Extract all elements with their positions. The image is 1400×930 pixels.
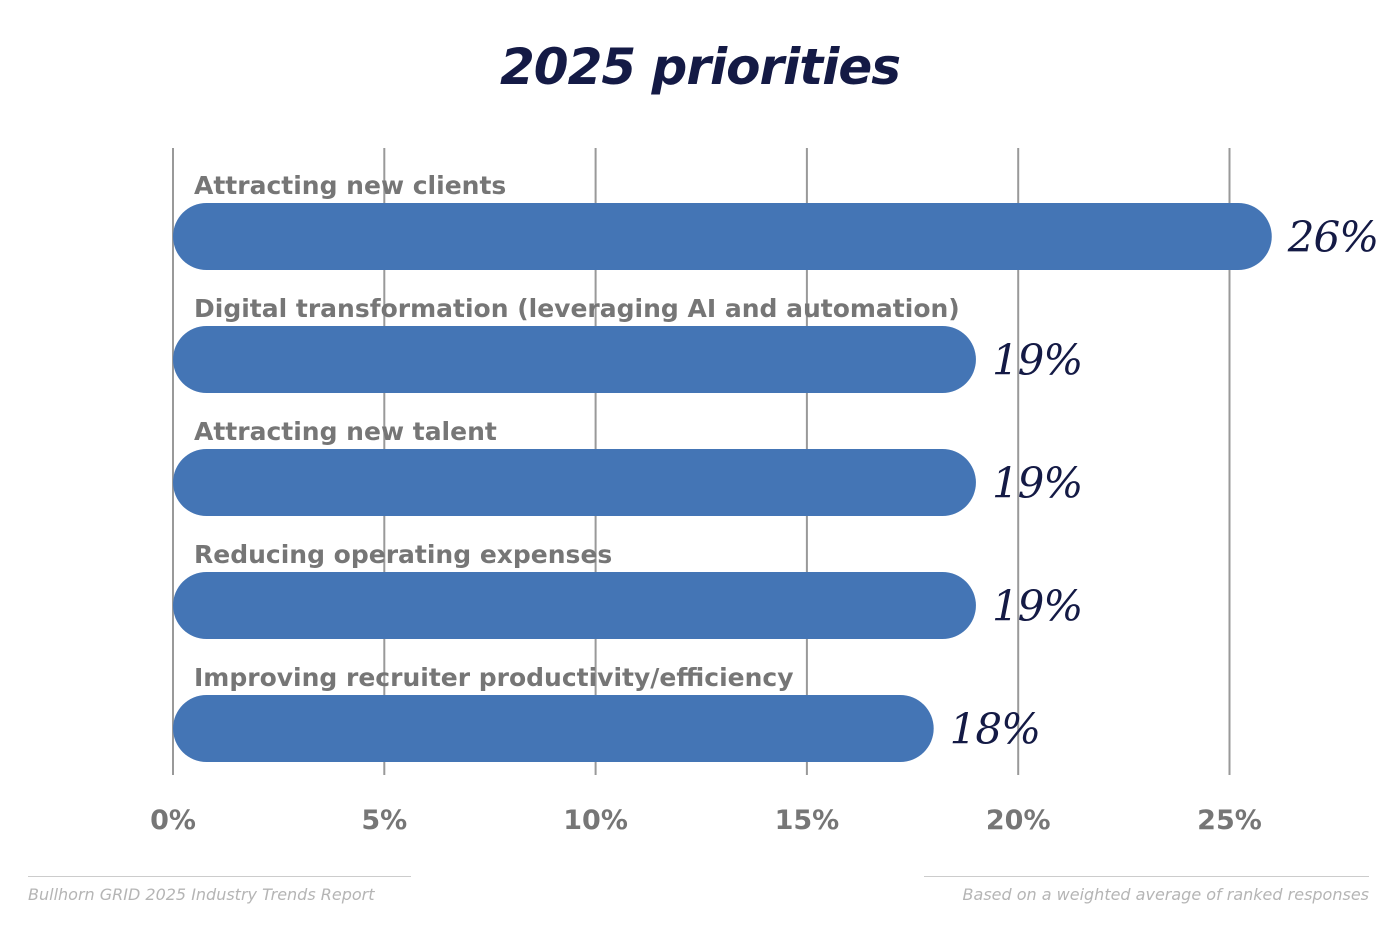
bar: [173, 203, 1272, 270]
source-note: Bullhorn GRID 2025 Industry Trends Repor…: [28, 876, 411, 904]
value-label: 26%: [1287, 213, 1378, 262]
bar: [173, 449, 976, 516]
chart-title: 2025 priorities: [499, 38, 901, 96]
x-tick-label: 0%: [150, 805, 196, 836]
x-axis-ticks: 0% 5% 10% 15% 20% 25%: [150, 805, 1262, 836]
category-label: Reducing operating expenses: [194, 540, 612, 569]
category-label: Attracting new talent: [194, 417, 497, 446]
category-label: Attracting new clients: [194, 171, 506, 200]
category-label: Digital transformation (leveraging AI an…: [194, 294, 960, 323]
x-tick-label: 10%: [563, 805, 628, 836]
bar: [173, 326, 976, 393]
value-label: 19%: [992, 459, 1082, 508]
x-tick-label: 5%: [361, 805, 407, 836]
bar-chart: Attracting new clients 26% Digital transfo…: [150, 148, 1379, 836]
category-label: Improving recruiter productivity/efficie…: [194, 663, 794, 692]
bar: [173, 695, 934, 762]
value-label: 18%: [950, 705, 1040, 754]
x-tick-label: 20%: [986, 805, 1051, 836]
value-label: 19%: [992, 582, 1082, 631]
bar: [173, 572, 976, 639]
methodology-note: Based on a weighted average of ranked re…: [924, 876, 1369, 904]
x-tick-label: 15%: [775, 805, 840, 836]
bars: Attracting new clients 26% Digital transfo…: [173, 171, 1379, 762]
x-tick-label: 25%: [1197, 805, 1262, 836]
value-label: 19%: [992, 336, 1082, 385]
